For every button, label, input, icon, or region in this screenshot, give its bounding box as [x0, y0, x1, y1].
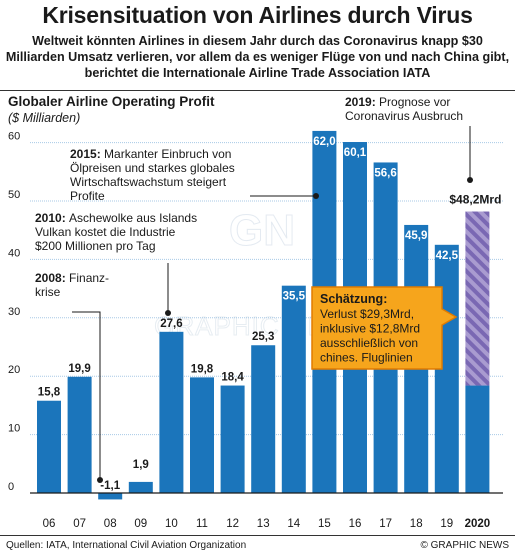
value-label: 45,9	[405, 230, 427, 242]
y-tick-label: 30	[8, 306, 20, 318]
leader-line	[72, 311, 101, 480]
annotation-year: 2015:	[70, 147, 104, 161]
value-label: 35,5	[283, 291, 306, 303]
credit-note: © GRAPHIC NEWS	[420, 540, 510, 551]
bar-11	[190, 377, 214, 493]
x-tick-label: 17	[379, 518, 392, 530]
bar-06	[37, 400, 61, 493]
x-tick-label: 11	[196, 518, 208, 530]
estimate-callout-line: inklusive $12,8Mrd	[320, 322, 420, 336]
bar-14	[281, 285, 306, 493]
estimate-callout-heading: Schätzung:	[320, 292, 387, 306]
annotation-line: Vulkan kostet die Industrie	[35, 225, 176, 239]
annotation-line: Coronavirus Ausbruch	[345, 109, 463, 123]
x-tick-label: 08	[104, 518, 117, 530]
x-tick-label: 07	[73, 518, 86, 530]
page-subtitle: Weltweit könnten Airlines in diesem Jahr…	[5, 34, 510, 80]
leader-dot	[467, 177, 473, 183]
value-label: $48,2Mrd	[449, 193, 501, 207]
chart-unit-label: ($ Milliarden)	[8, 111, 80, 125]
annotation-line: 2010: Aschewolke aus Islands	[35, 211, 197, 225]
chart-title: Globaler Airline Operating Profit	[8, 94, 215, 109]
x-tick-label: 16	[349, 518, 362, 530]
value-label: 19,9	[68, 363, 90, 375]
annotation-line: Ölpreisen und starkes globales	[70, 161, 235, 175]
bar-08	[98, 493, 123, 500]
x-tick-label: 12	[226, 518, 239, 530]
annotation-2008: 2008: Finanz-krise	[35, 271, 109, 299]
estimate-callout-line: ausschließlich von	[320, 336, 418, 350]
value-label: 62,0	[313, 136, 335, 148]
annotation-text: Finanz-	[69, 271, 109, 285]
annotation-line: krise	[35, 285, 61, 299]
estimate-callout-box	[311, 286, 458, 370]
x-tick-label: 18	[410, 518, 423, 530]
y-tick-label: 60	[8, 131, 20, 143]
x-tick-label: 14	[287, 518, 300, 530]
value-label: 19,8	[191, 363, 214, 375]
page-title: Krisensituation von Airlines durch Virus	[42, 2, 473, 28]
y-tick-label: 10	[8, 423, 20, 435]
value-label: -1,1	[100, 480, 120, 492]
bar-2020-actual	[465, 385, 490, 493]
bar-13	[251, 345, 276, 493]
y-tick-label: 50	[8, 189, 20, 201]
bar-10	[159, 331, 184, 493]
estimate-callout-line: chines. Fluglinien	[320, 351, 413, 365]
y-tick-label: 20	[8, 364, 20, 376]
x-tick-label: 19	[440, 518, 453, 530]
source-note: Quellen: IATA, International Civil Aviat…	[6, 540, 247, 551]
annotation-text: Prognose vor	[379, 95, 450, 109]
watermark-logo: GN	[229, 206, 295, 255]
leader-dot	[165, 310, 171, 316]
annotation-text: Aschewolke aus Islands	[69, 211, 197, 225]
x-tick-label: 15	[318, 518, 331, 530]
annotation-line: 2008: Finanz-	[35, 271, 109, 285]
y-tick-label: 40	[8, 247, 20, 259]
y-tick-label: 0	[8, 481, 14, 493]
x-tick-label: 10	[165, 518, 178, 530]
header-divider	[0, 90, 515, 91]
estimate-callout-line: Verlust $29,3Mrd,	[320, 307, 414, 321]
value-label: 27,6	[160, 318, 182, 330]
annotation-line: Wirtschaftswachstum steigert	[70, 175, 227, 189]
annotation-line: $200 Millionen pro Tag	[35, 239, 156, 253]
x-tick-label: 2020	[465, 518, 491, 530]
leader-dot	[313, 193, 319, 199]
x-tick-label: 09	[134, 518, 147, 530]
footer-divider	[0, 535, 515, 536]
value-label: 25,3	[252, 331, 274, 343]
bar-07	[67, 376, 92, 493]
leader-dot	[97, 477, 103, 483]
annotation-line: 2019: Prognose vor	[345, 95, 450, 109]
value-label: 1,9	[133, 459, 149, 471]
bar-12	[220, 385, 245, 493]
annotation-year: 2019:	[345, 95, 379, 109]
annotation-line: 2015: Markanter Einbruch von	[70, 147, 231, 161]
bar-2020-forecast-hatched	[465, 211, 490, 386]
annotation-year: 2008:	[35, 271, 69, 285]
annotation-year: 2010:	[35, 211, 69, 225]
x-tick-label: 13	[257, 518, 270, 530]
annotation-line: Profite	[70, 189, 105, 203]
value-label: 56,6	[374, 167, 396, 179]
value-label: 15,8	[38, 387, 61, 399]
bar-09	[128, 481, 153, 493]
value-label: 60,1	[344, 147, 367, 159]
value-label: 18,4	[221, 372, 244, 384]
annotation-text: Markanter Einbruch von	[104, 147, 231, 161]
x-tick-label: 06	[43, 518, 56, 530]
value-label: 42,5	[436, 250, 459, 262]
